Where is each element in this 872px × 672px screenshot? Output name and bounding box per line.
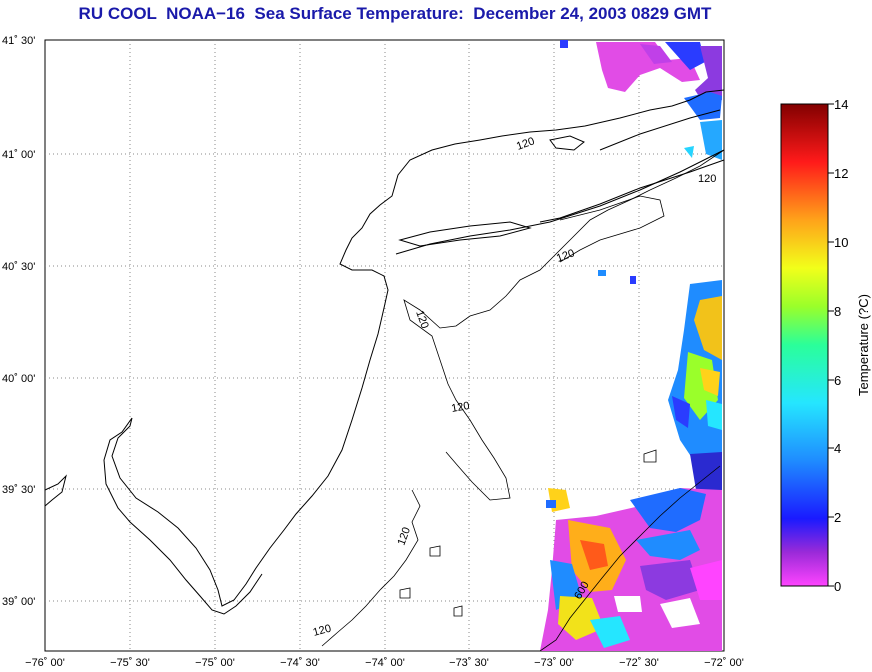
- colorbar-gradient: [780, 103, 829, 587]
- contour-label: 120: [555, 247, 576, 265]
- lon-label: −74˚ 00': [365, 657, 405, 669]
- longitude-labels: −76˚ 00' −75˚ 30' −75˚ 00' −74˚ 30' −74˚…: [25, 657, 744, 669]
- colorbar-tick: 4: [834, 441, 841, 456]
- isobath-contours: [321, 149, 725, 652]
- lat-label: 39˚ 30': [2, 484, 35, 496]
- map-title: RU COOL NOAA−16 Sea Surface Temperature:…: [78, 4, 712, 23]
- lon-label: −75˚ 00': [195, 657, 235, 669]
- contour-label: 120: [450, 400, 470, 415]
- colorbar-tick: 6: [834, 373, 841, 388]
- lat-label: 40˚ 30': [2, 261, 35, 273]
- lon-label: −73˚ 00': [534, 657, 574, 669]
- lat-label: 40˚ 00': [2, 373, 35, 385]
- coastline: [44, 89, 725, 615]
- colorbar-tick: 0: [834, 579, 841, 594]
- lon-label: −75˚ 30': [110, 657, 150, 669]
- colorbar: 14 12 10 8 6 4 2 0 Temperature (?C): [780, 97, 871, 594]
- colorbar-tick: 12: [834, 166, 848, 181]
- lat-label: 41˚ 00': [2, 149, 35, 161]
- lon-label: −73˚ 30': [449, 657, 489, 669]
- sst-pixels: [540, 40, 722, 651]
- contour-label: 120: [515, 135, 536, 153]
- lon-label: −72˚ 00': [704, 657, 744, 669]
- colorbar-tick: 14: [834, 97, 848, 112]
- latitude-labels: 41˚ 30' 41˚ 00' 40˚ 30' 40˚ 00' 39˚ 30' …: [2, 35, 35, 608]
- contour-label: 120: [413, 309, 431, 330]
- colorbar-tick: 2: [834, 510, 841, 525]
- lat-label: 39˚ 00': [2, 596, 35, 608]
- lon-label: −72˚ 30': [619, 657, 659, 669]
- contour-label: 120: [698, 173, 716, 185]
- lon-label: −74˚ 30': [280, 657, 320, 669]
- colorbar-label: Temperature (?C): [856, 294, 871, 396]
- contour-label: 120: [396, 526, 414, 547]
- contour-label: 120: [312, 623, 333, 639]
- colorbar-tick: 10: [834, 235, 848, 250]
- lat-label: 41˚ 30': [2, 35, 35, 47]
- colorbar-tick: 8: [834, 304, 841, 319]
- lon-label: −76˚ 00': [25, 657, 65, 669]
